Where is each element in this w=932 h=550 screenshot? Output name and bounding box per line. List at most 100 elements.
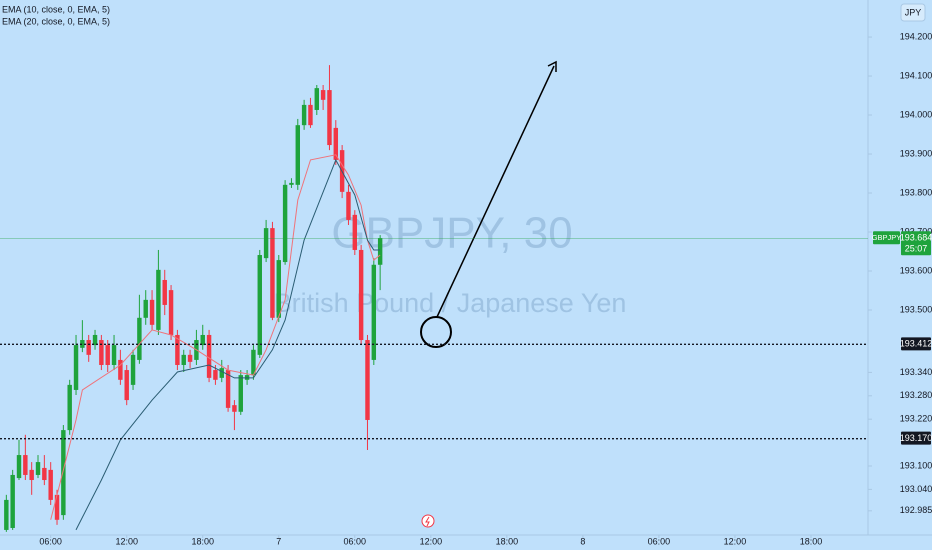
button-frame[interactable] (900, 3, 926, 22)
y-tick-label: 193.280 (900, 390, 932, 400)
candle-body (308, 104, 313, 126)
candle-body (181, 354, 186, 365)
price-label-box (901, 431, 931, 445)
symbol-label-box (873, 231, 900, 245)
candle-body (232, 405, 237, 412)
x-tick-label: 06:00 (648, 536, 671, 546)
currency-label[interactable]: JPY (905, 7, 922, 17)
candle-body (67, 384, 72, 431)
candle-body (54, 494, 60, 520)
candle-body (352, 214, 358, 250)
candle-body (175, 334, 180, 365)
price-countdown: 25:07 (905, 244, 928, 254)
candle-body (92, 334, 98, 346)
drawing (420, 60, 557, 348)
candle-body (282, 184, 288, 263)
event-icon[interactable] (421, 514, 435, 528)
candle-body (327, 90, 332, 146)
x-tick-label: 06:00 (39, 536, 62, 546)
watermark: GBPJPY, 30 British Pound / Japanese Yen (274, 209, 627, 319)
x-tick-label: 7 (276, 536, 281, 546)
x-tick-label: 18:00 (496, 536, 519, 546)
candle-body (371, 264, 377, 360)
candle-body (289, 182, 294, 185)
candle-body (251, 349, 256, 376)
candle-body (80, 340, 85, 348)
candle-body (333, 127, 339, 160)
y-tick-label: 193.800 (900, 187, 932, 197)
candle-body (270, 228, 275, 318)
y-tick-label: 194.100 (900, 70, 932, 80)
x-tick-label: 12:00 (724, 536, 747, 546)
x-tick-label: 12:00 (115, 536, 138, 546)
watermark-symbol: GBPJPY, 30 (331, 209, 572, 258)
ema-line (50, 154, 381, 520)
candle-body (365, 340, 370, 420)
y-tick-label: 194.000 (900, 109, 932, 119)
price-label: 193.684 (900, 233, 932, 243)
candle-body (320, 90, 326, 100)
watermark-description: British Pound / Japanese Yen (274, 288, 627, 318)
trend-arrow (436, 65, 555, 318)
candle-body (73, 345, 79, 390)
candle-body (29, 469, 34, 481)
candle-body (257, 255, 262, 355)
candle-body (4, 499, 9, 530)
y-tick-label: 192.985 (900, 505, 932, 515)
event-circle[interactable] (421, 514, 435, 528)
y-tick-label: 193.100 (900, 460, 932, 470)
candle-body (118, 359, 123, 380)
candle-body (162, 279, 167, 305)
candle-body (35, 462, 41, 475)
candle-body (10, 474, 15, 528)
candle-body (86, 340, 91, 355)
y-tick-label: 193.900 (900, 148, 932, 158)
y-tick-label: 193.220 (900, 414, 932, 424)
candle-body (295, 125, 300, 185)
candle-body (276, 260, 281, 318)
candle-body (200, 334, 205, 346)
candle-body (42, 467, 47, 481)
currency-button[interactable]: JPY (900, 3, 926, 22)
candle-body (238, 375, 243, 412)
candle-body (225, 370, 231, 408)
candle-body (61, 430, 66, 516)
candle-body (105, 345, 110, 365)
price-label: 193.412 (900, 339, 932, 349)
candle-body (314, 88, 320, 110)
candle-body (23, 455, 28, 475)
y-tick-label: 193.600 (900, 265, 932, 275)
y-tick-label: 193.500 (900, 304, 932, 314)
candle-body (213, 370, 218, 380)
price-label-box (901, 231, 931, 256)
y-tick-label: 193.040 (900, 484, 932, 494)
candle-body (168, 290, 174, 335)
x-tick-label: 12:00 (420, 536, 443, 546)
candle-body (111, 345, 117, 365)
candle-body (16, 455, 22, 479)
candle-body (358, 249, 364, 341)
x-tick-label: 06:00 (344, 536, 367, 546)
x-tick-label: 8 (580, 536, 585, 546)
event-bolt[interactable] (425, 516, 430, 527)
legend-entry: EMA (10, close, 0, EMA, 5) (2, 4, 110, 14)
price-label-box (901, 337, 931, 351)
candle-body (263, 228, 269, 259)
circle-marker (420, 316, 452, 348)
y-tick-label: 193.340 (900, 367, 932, 377)
symbol-label: GBPJPY (872, 233, 902, 242)
x-tick-label: 18:00 (191, 536, 214, 546)
candle-body (187, 354, 193, 362)
candle-body (99, 340, 104, 365)
candle-body (137, 317, 142, 360)
candle-body (124, 370, 129, 401)
legend-entry: EMA (20, close, 0, EMA, 5) (2, 16, 110, 26)
candle-body (130, 354, 136, 385)
y-tick-label: 194.200 (900, 31, 932, 41)
candle-body (149, 299, 155, 325)
candle-body (377, 238, 383, 265)
ema-line (75, 158, 381, 531)
price-label: 193.170 (900, 433, 932, 443)
